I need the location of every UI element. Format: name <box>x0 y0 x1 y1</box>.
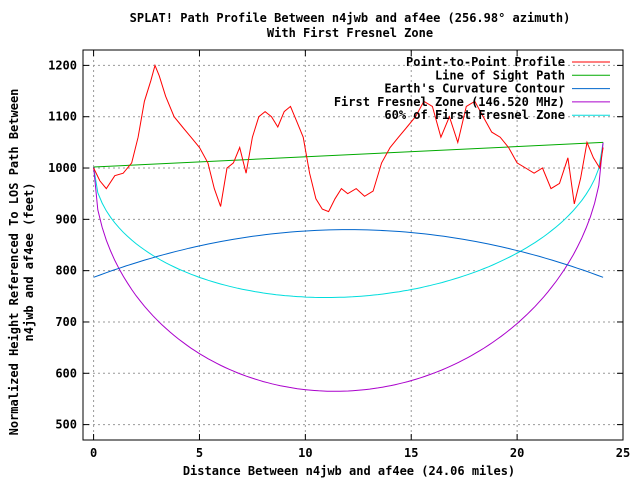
y-tick-label: 1000 <box>48 161 77 175</box>
series-line-4 <box>93 142 604 298</box>
x-axis-label: Distance Between n4jwb and af4ee (24.06 … <box>183 464 515 478</box>
y-tick-label: 1200 <box>48 58 77 72</box>
x-tick-label: 10 <box>298 446 312 460</box>
x-tick-label: 5 <box>196 446 203 460</box>
x-tick-label: 20 <box>510 446 524 460</box>
series-line-3 <box>93 142 604 392</box>
legend-label-1: Line of Sight Path <box>435 68 565 82</box>
y-axis-label-line-2: n4jwb and af4ee (feet) <box>22 183 36 342</box>
series-line-0 <box>93 63 604 213</box>
legend-label-0: Point-to-Point Profile <box>406 55 565 69</box>
y-tick-label: 700 <box>55 315 77 329</box>
x-tick-label: 15 <box>404 446 418 460</box>
series-line-2 <box>93 229 604 278</box>
plot-frame <box>82 49 624 441</box>
chart-subtitle: With First Fresnel Zone <box>267 26 433 40</box>
series-layer <box>93 63 604 392</box>
legend-label-4: 60% of First Fresnel Zone <box>384 108 565 122</box>
series-line-1 <box>93 141 604 168</box>
y-tick-label: 500 <box>55 418 77 432</box>
y-tick-label: 800 <box>55 264 77 278</box>
y-tick-label: 900 <box>55 212 77 226</box>
legend-label-2: Earth's Curvature Contour <box>384 82 565 96</box>
y-axis-label-line-1: Normalized Height Referenced To LOS Path… <box>7 89 21 436</box>
x-tick-label: 25 <box>616 446 630 460</box>
x-tick-label: 0 <box>90 446 97 460</box>
y-tick-label: 600 <box>55 366 77 380</box>
y-tick-label: 1100 <box>48 110 77 124</box>
legend-label-3: First Fresnel Zone (146.520 MHz) <box>334 95 565 109</box>
y-axis-ticks: 500 600 700 800 900 1000 1100 1200 <box>48 58 623 432</box>
x-axis-ticks: 0 5 10 15 20 25 <box>90 50 630 460</box>
chart-title: SPLAT! Path Profile Between n4jwb and af… <box>130 11 571 25</box>
